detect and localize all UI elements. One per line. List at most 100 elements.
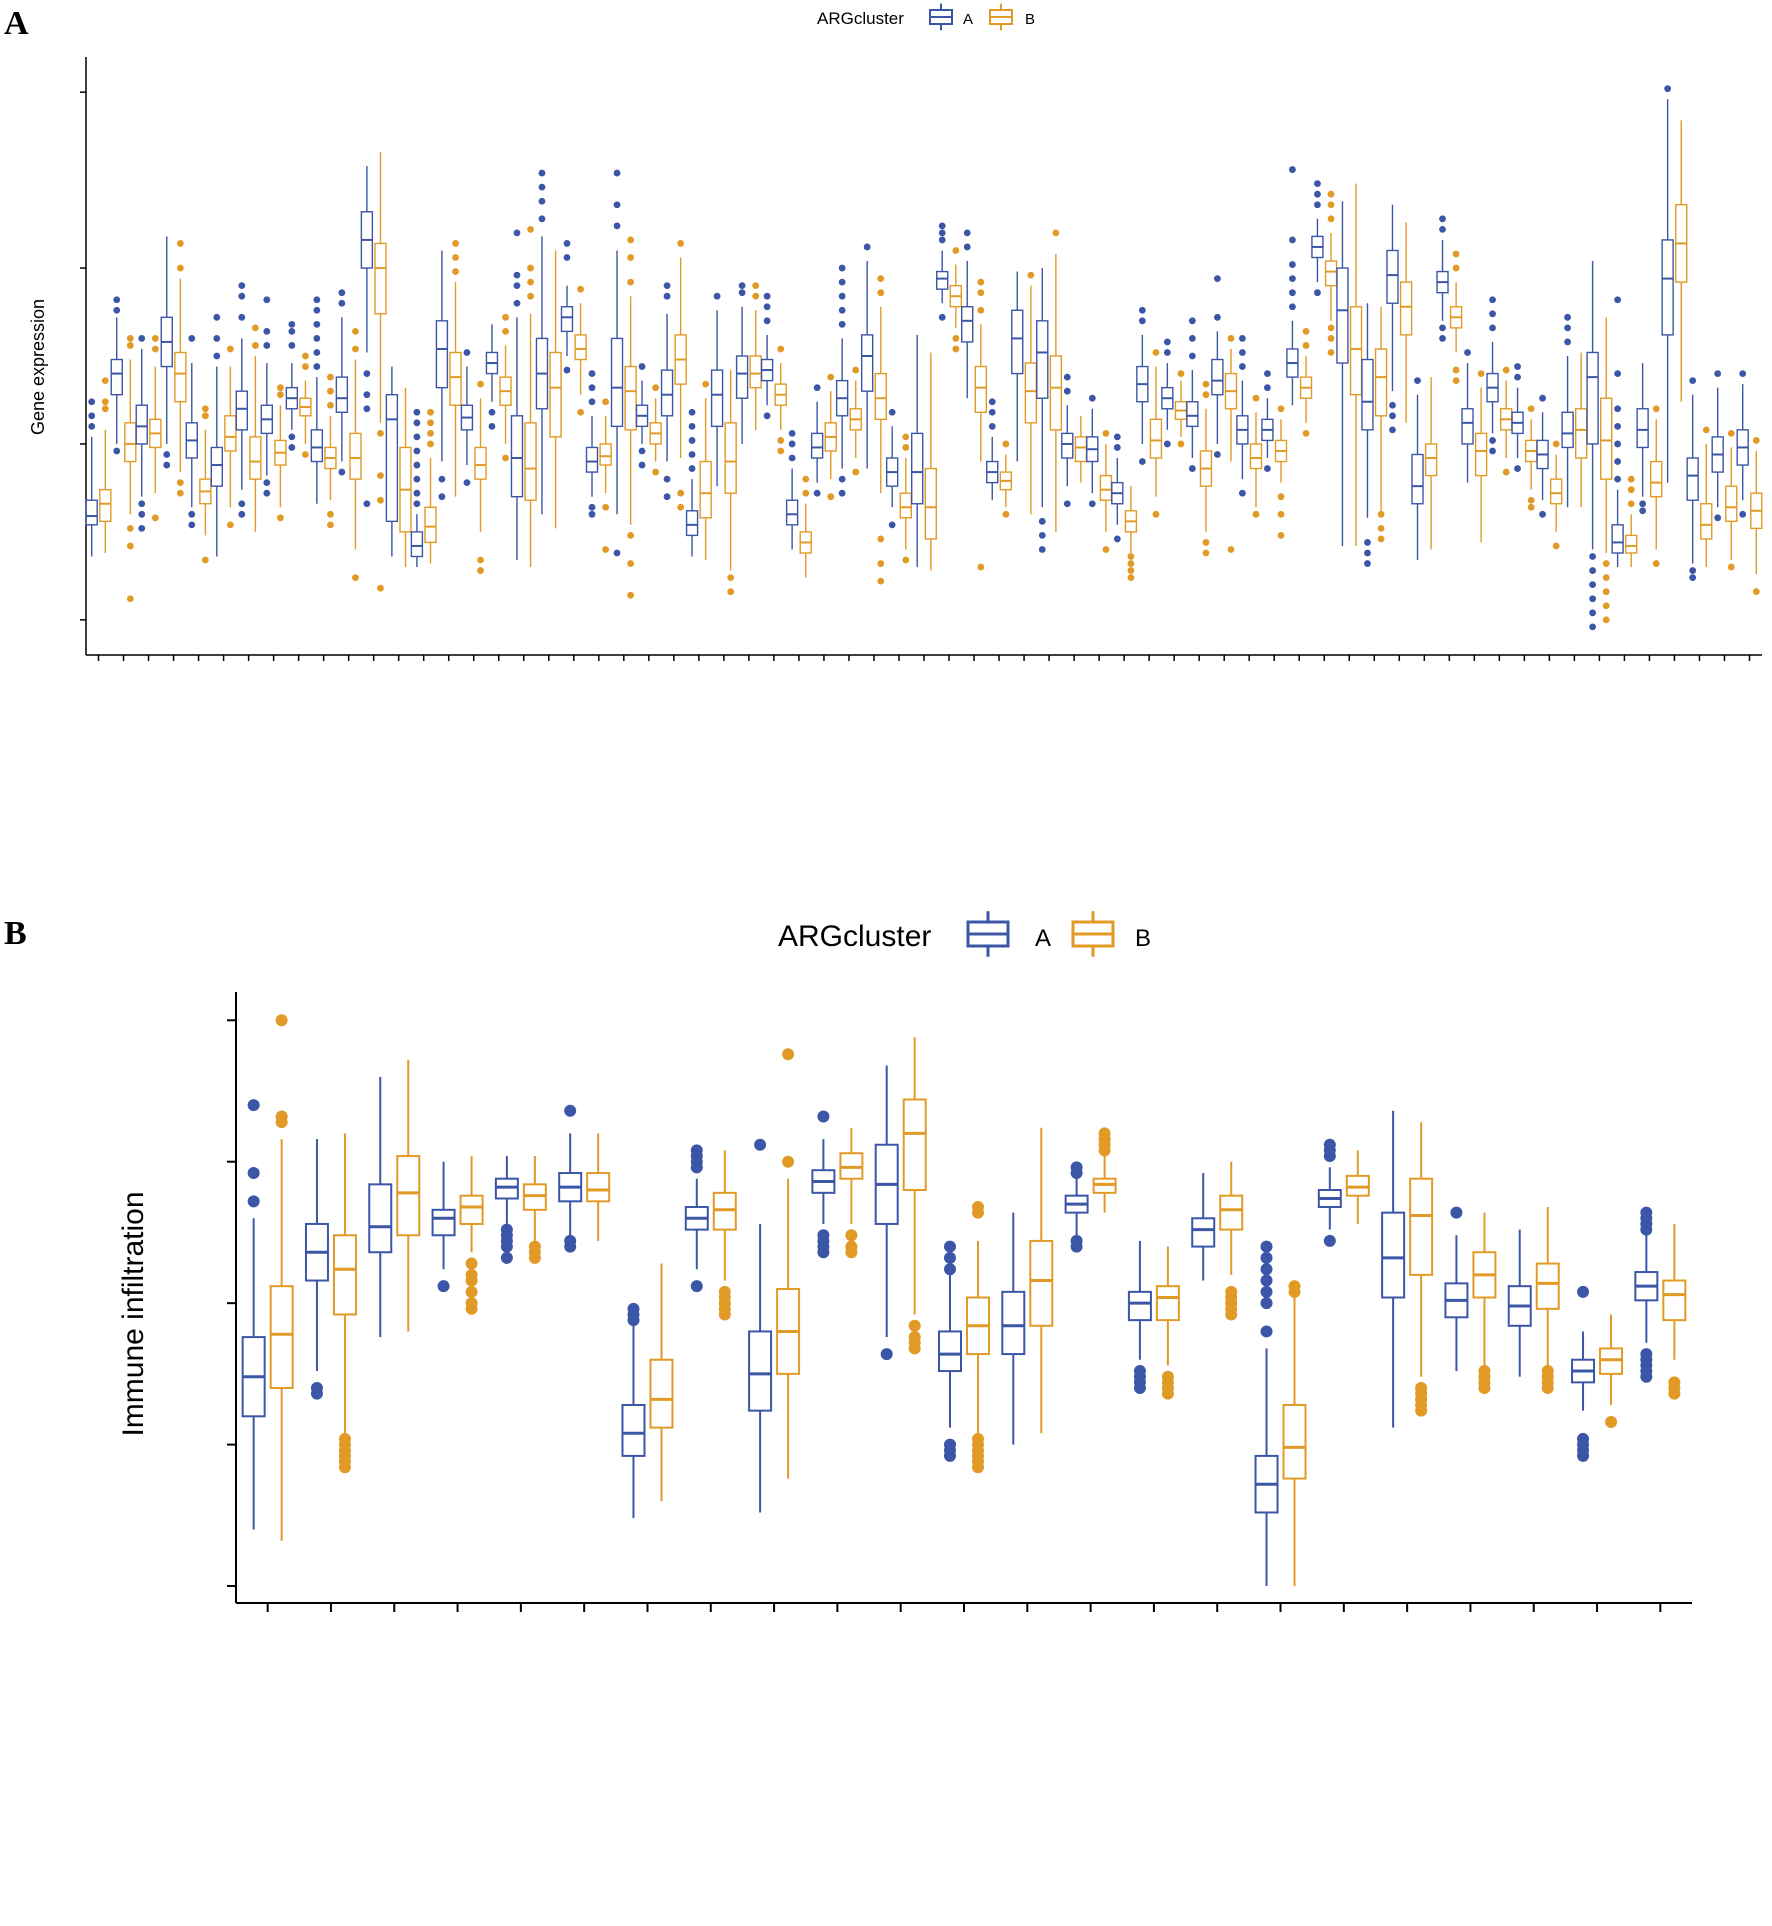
panel-a-box-b-iqr [624,365,637,431]
panel-a-box-a-outlier [338,468,346,476]
panel-a-box-b-outlier [277,391,284,399]
panel-a-box-a-outlier [1188,352,1196,360]
panel-a-box-a-outlier [538,169,546,177]
panel-a-box-a-outlier [1514,373,1521,381]
panel-a-box-b-outlier [151,345,159,353]
panel-b-box-a-outlier [754,1138,767,1151]
panel-b-box-b-outlier [528,1240,541,1253]
panel-a-box-a-outlier [513,229,521,237]
panel-a-legend: ARGcluster A B [817,3,1035,31]
panel-a-box-b-outlier [1302,342,1310,349]
panel-a-box-b-outlier [977,278,985,286]
panel-a-box-b-outlier [1552,440,1560,448]
panel-a-box-b-iqr [1049,355,1063,431]
panel-a-box-a-iqr [410,531,424,558]
panel-a-box-a-outlier [588,398,596,406]
panel-a-box-a-outlier [1664,85,1672,93]
panel-a-box-b-iqr [449,351,462,406]
panel-a-box-b-iqr [424,506,437,544]
panel-a-box-b-outlier [126,542,134,550]
panel-a-box-a-outlier [738,289,746,297]
panel-a-box-a-outlier [1439,324,1446,332]
panel-a-box-b-outlier [577,408,584,416]
panel-a-box-a-iqr [110,358,123,396]
panel-a-box-a-outlier [413,461,421,469]
panel-b-box-b-iqr [1029,1239,1054,1327]
panel-a-box-a-outlier [1188,335,1196,342]
panel-a-box-a-outlier [838,292,846,300]
panel-a-box-a-outlier [213,313,221,321]
panel-a-box-a-outlier [1238,489,1246,497]
panel-a-box-a-outlier [1689,567,1697,574]
panel-a-box-a-outlier [888,408,896,416]
panel-a-box-a-outlier [113,306,121,314]
panel-a-box-b-outlier [952,335,960,342]
panel-a-box-a-iqr [1661,239,1674,336]
panel-a-box-b-iqr [899,492,912,519]
panel-b-box-a-iqr [1001,1290,1026,1356]
panel-a-box-a-iqr [235,390,248,431]
panel-a-box-b-outlier [902,444,910,451]
panel-a-box-a-outlier [1539,510,1546,518]
panel-a-box-a-outlier [313,296,321,304]
panel-a-box-b-outlier [427,408,434,416]
panel-b-box-b-outlier [782,1155,795,1168]
panel-a-box-a-iqr [785,499,799,526]
panel-a-box-a-outlier [1213,451,1221,458]
panel-a-box-a-outlier [138,500,146,508]
panel-a-box-a-outlier [1113,444,1121,451]
panel-a-box-b-outlier [1277,532,1285,539]
panel-a-box-a-outlier [1589,609,1597,617]
panel-a-box-b-outlier [877,577,885,585]
panel-a-box-a-iqr [1386,249,1399,304]
panel-a-box-a-outlier [238,313,246,321]
panel-a-box-b-outlier [1627,486,1635,494]
panel-a-box-a-outlier [1138,317,1146,325]
panel-b-box-a-outlier [627,1302,640,1315]
panel-a-box-b-outlier [1652,405,1660,413]
panel-a-box-a-iqr [1036,320,1049,399]
panel-a-box-b-outlier [1102,546,1110,553]
panel-a-box-a-outlier [1163,349,1171,356]
panel-b-box-a-outlier [944,1251,956,1264]
panel-a-box-a-outlier [838,320,846,328]
panel-a-box-b-outlier [352,327,359,335]
panel-a-plot [80,57,1763,661]
panel-b-box-a-iqr [938,1330,962,1373]
panel-a-box-a-outlier [413,447,421,455]
panel-a-box-a-outlier [1689,377,1697,385]
panel-a-box-b-outlier [1477,370,1485,377]
panel-a-box-a-outlier [163,461,171,469]
panel-a-box-b-outlier [952,247,960,254]
panel-a-box-b-outlier [1127,567,1135,574]
panel-a-box-a-outlier [1739,510,1747,518]
panel-a-box-a-outlier [763,303,771,311]
panel-a-box-b-iqr [1700,503,1713,540]
panel-b-box-a-outlier [1577,1432,1590,1445]
panel-b-box-a-iqr [1381,1211,1406,1299]
panel-b-box-b-outlier [845,1240,858,1253]
panel-a-box-a-outlier [238,500,246,508]
panel-a-box-a-outlier [1639,500,1647,508]
panel-a-box-a-outlier [363,391,371,399]
panel-a-box-a-outlier [88,412,96,420]
panel-a-box-b-outlier [277,514,284,522]
panel-a-box-b-iqr [249,436,262,480]
panel-b-box-a-outlier [564,1234,577,1247]
panel-a-box-a-outlier [838,264,846,272]
panel-a-box-a-iqr [510,415,524,498]
panel-a-box-a-outlier [113,296,121,304]
panel-a-box-a-outlier [263,489,271,497]
panel-a-box-b-outlier [1627,475,1635,483]
panel-a-box-a-outlier [1714,514,1722,522]
panel-a-box-b-outlier [527,264,534,272]
panel-a-box-b-iqr [1600,397,1613,480]
panel-b-box-b-outlier [338,1432,351,1445]
panel-a-box-b-outlier [1727,429,1735,437]
panel-b-box-a-outlier [1260,1274,1273,1287]
panel-b-box-a-outlier [1260,1285,1273,1298]
panel-a-box-b-outlier [727,588,735,596]
panel-a-box-a-iqr [310,429,324,463]
panel-a-box-a-outlier [538,197,546,205]
